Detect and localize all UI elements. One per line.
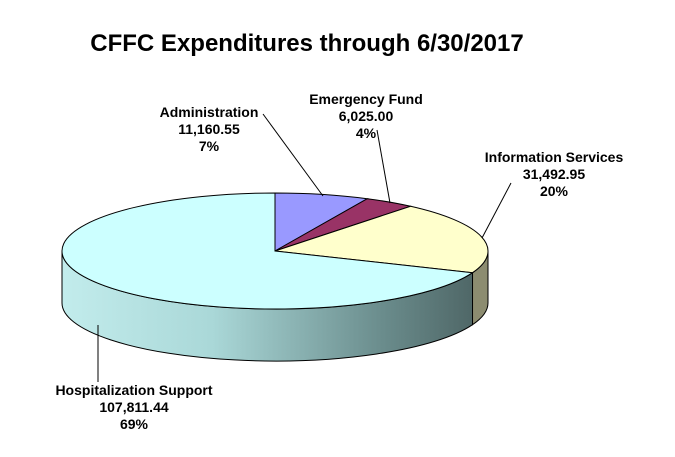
slice-label-emergency-fund: Emergency Fund 6,025.00 4% — [309, 91, 423, 141]
leader-line-emergency-fund — [376, 129, 391, 204]
slice-label-percent: 7% — [199, 138, 220, 154]
slice-label-name: Administration — [160, 104, 259, 120]
slice-label-information-services: Information Services 31,492.95 20% — [485, 149, 624, 199]
slice-label-administration: Administration 11,160.55 7% — [160, 104, 259, 154]
slice-label-value: 31,492.95 — [523, 166, 585, 182]
pie-tops — [61, 192, 489, 310]
slice-label-name: Information Services — [485, 149, 624, 165]
slice-label-value: 6,025.00 — [339, 108, 394, 124]
slice-label-percent: 69% — [120, 416, 149, 432]
leader-line-information-services — [481, 182, 512, 239]
slice-label-hospitalization-support: Hospitalization Support 107,811.44 69% — [55, 382, 212, 432]
slice-label-value: 11,160.55 — [178, 121, 240, 137]
pie-slice-information-services — [274, 205, 489, 274]
slice-label-name: Emergency Fund — [309, 91, 423, 107]
chart-title: CFFC Expenditures through 6/30/2017 — [90, 30, 523, 57]
slice-labels: Administration 11,160.55 7%Emergency Fund 6… — [55, 91, 623, 432]
slice-label-value: 107,811.44 — [99, 399, 169, 415]
leader-line-administration — [262, 113, 324, 197]
leader-lines — [97, 113, 512, 382]
pie-slice-hospitalization-support — [61, 192, 474, 310]
slice-label-name: Hospitalization Support — [55, 382, 212, 398]
slice-label-percent: 4% — [356, 125, 377, 141]
slice-label-percent: 20% — [540, 183, 569, 199]
